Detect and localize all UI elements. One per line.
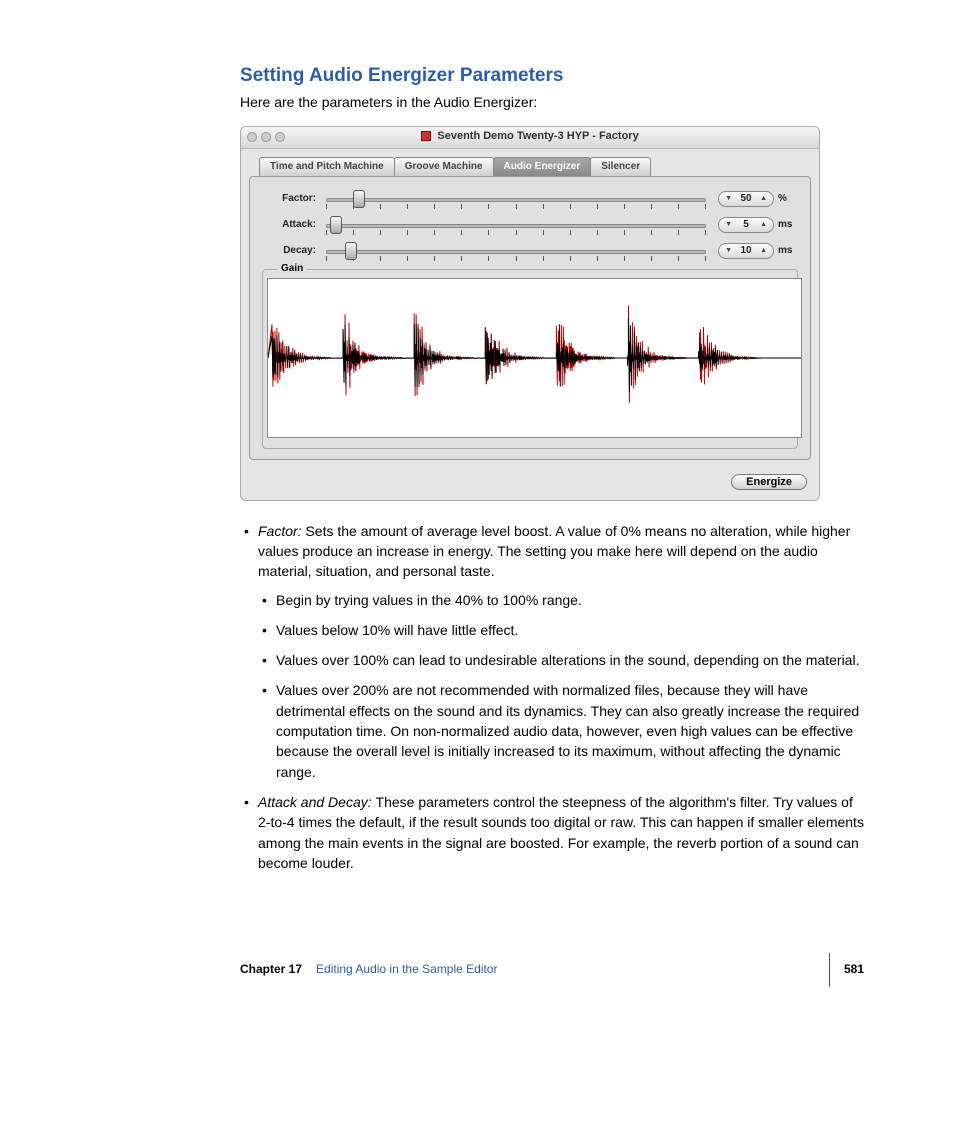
param-unit: % <box>778 192 798 207</box>
sub-bullet: Values over 100% can lead to undesirable… <box>258 650 864 670</box>
sub-bullet: Begin by trying values in the 40% to 100… <box>258 590 864 610</box>
slider-thumb[interactable] <box>330 216 342 234</box>
param-row-attack: Attack: ▼5▲ ms <box>262 217 798 233</box>
tab-groove-machine[interactable]: Groove Machine <box>394 157 494 177</box>
param-row-factor: Factor: ▼50▲% <box>262 191 798 207</box>
spinner-value: 10 <box>734 244 758 259</box>
tab-silencer[interactable]: Silencer <box>590 157 651 177</box>
value-spinner[interactable]: ▼5▲ <box>718 217 774 233</box>
bullet-item: Factor: Sets the amount of average level… <box>240 521 864 782</box>
chapter-number: Chapter 17 <box>240 961 302 978</box>
arrow-down-icon[interactable]: ▼ <box>723 194 734 204</box>
param-unit: ms <box>778 218 798 233</box>
slider-thumb[interactable] <box>353 190 365 208</box>
page-footer: Chapter 17 Editing Audio in the Sample E… <box>240 953 864 987</box>
window-title-icon <box>421 131 431 141</box>
param-unit: ms <box>778 244 798 259</box>
param-row-decay: Decay: ▼10▲ ms <box>262 243 798 259</box>
button-row: Energize <box>241 468 819 500</box>
bullet-item: Attack and Decay: These parameters contr… <box>240 792 864 873</box>
slider-thumb[interactable] <box>345 242 357 260</box>
gain-group: Gain <box>262 269 798 448</box>
intro-text: Here are the parameters in the Audio Ene… <box>240 92 864 112</box>
slider[interactable] <box>322 218 710 232</box>
energize-button[interactable]: Energize <box>731 474 807 490</box>
footer-divider <box>829 953 830 987</box>
parameter-list: Factor: Sets the amount of average level… <box>240 521 864 873</box>
tab-audio-energizer[interactable]: Audio Energizer <box>493 157 592 177</box>
arrow-up-icon[interactable]: ▲ <box>758 220 769 230</box>
value-spinner[interactable]: ▼10▲ <box>718 243 774 259</box>
sub-list: Begin by trying values in the 40% to 100… <box>258 590 864 782</box>
screenshot-window: Seventh Demo Twenty-3 HYP - Factory Time… <box>240 126 820 501</box>
arrow-up-icon[interactable]: ▲ <box>758 194 769 204</box>
tab-time-and-pitch-machine[interactable]: Time and Pitch Machine <box>259 157 395 177</box>
gain-label: Gain <box>277 262 307 277</box>
sub-bullet: Values below 10% will have little effect… <box>258 620 864 640</box>
bullet-term: Factor: <box>258 523 305 539</box>
tabs-container: Time and Pitch MachineGroove MachineAudi… <box>241 149 819 177</box>
spinner-value: 5 <box>734 218 758 233</box>
arrow-down-icon[interactable]: ▼ <box>723 246 734 256</box>
param-label: Decay: <box>262 244 316 259</box>
tab-pane: Factor:▼50▲%Attack:▼5▲msDecay:▼10▲ms Gai… <box>249 176 811 459</box>
bullet-text: Sets the amount of average level boost. … <box>258 523 850 580</box>
sub-bullet: Values over 200% are not recommended wit… <box>258 680 864 781</box>
section-heading: Setting Audio Energizer Parameters <box>240 62 864 90</box>
waveform-display <box>267 278 802 438</box>
page-number: 581 <box>844 961 864 978</box>
bullet-term: Attack and Decay: <box>258 794 376 810</box>
chapter-name: Editing Audio in the Sample Editor <box>316 961 815 978</box>
param-label: Factor: <box>262 192 316 207</box>
slider[interactable] <box>322 192 710 206</box>
arrow-down-icon[interactable]: ▼ <box>723 220 734 230</box>
window-titlebar: Seventh Demo Twenty-3 HYP - Factory <box>241 127 819 149</box>
slider[interactable] <box>322 244 710 258</box>
value-spinner[interactable]: ▼50▲ <box>718 191 774 207</box>
spinner-value: 50 <box>734 192 758 207</box>
window-title-text: Seventh Demo Twenty-3 HYP - Factory <box>437 130 638 142</box>
arrow-up-icon[interactable]: ▲ <box>758 246 769 256</box>
param-label: Attack: <box>262 218 316 233</box>
window-title: Seventh Demo Twenty-3 HYP - Factory <box>241 129 819 145</box>
